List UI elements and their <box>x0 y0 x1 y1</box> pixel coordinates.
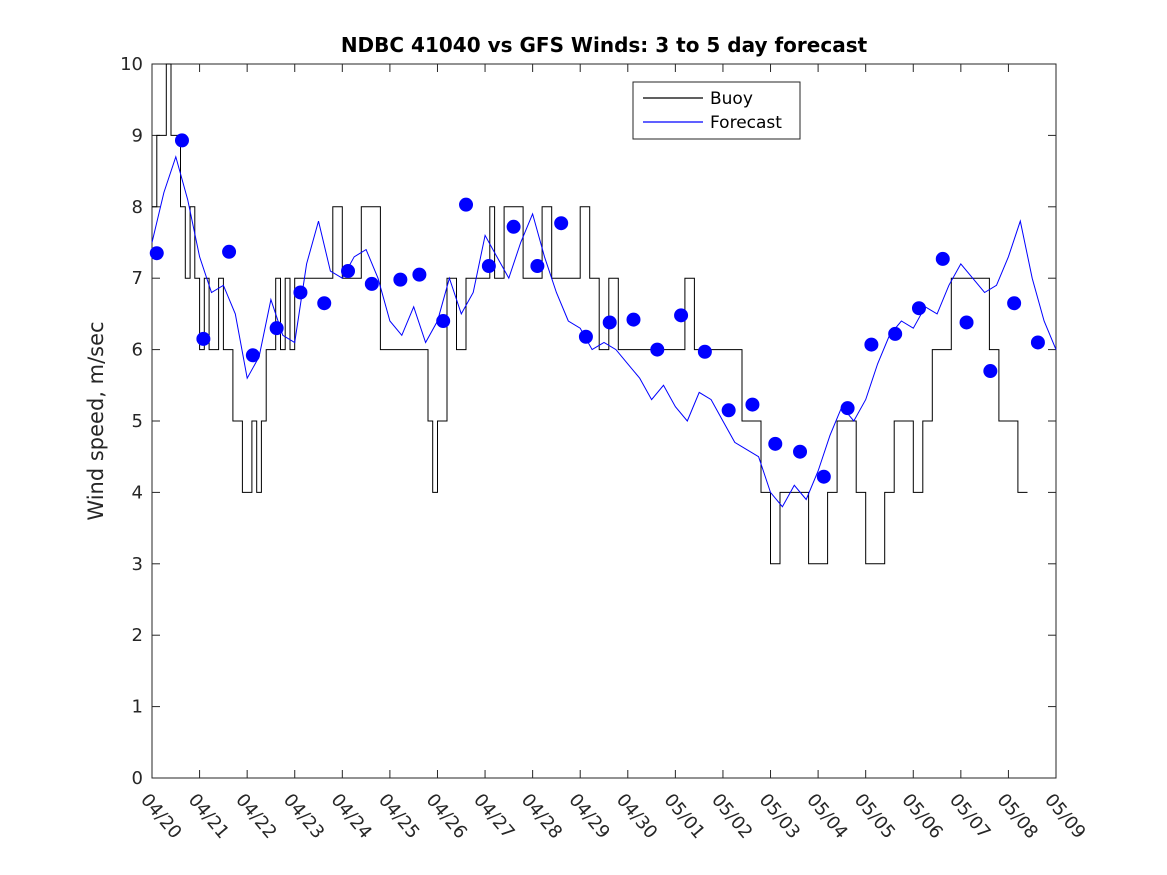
forecast-point <box>959 315 974 330</box>
x-tick-label: 04/20 <box>136 790 185 843</box>
y-tick-label: 8 <box>132 197 143 218</box>
forecast-point <box>293 285 308 300</box>
forecast-point <box>341 264 356 279</box>
buoy-line <box>152 63 1028 565</box>
y-axis-label: Wind speed, m/sec <box>84 321 108 520</box>
forecast-point <box>674 308 689 323</box>
forecast-point <box>530 259 545 274</box>
forecast-point <box>911 301 926 316</box>
x-tick-label: 05/04 <box>802 790 851 843</box>
x-tick-label: 04/27 <box>469 790 518 843</box>
legend-box <box>632 81 801 140</box>
x-tick-label: 05/08 <box>993 790 1042 843</box>
y-tick-label: 3 <box>132 554 143 575</box>
forecast-point <box>1007 296 1022 311</box>
forecast-point <box>245 348 260 363</box>
forecast-point <box>745 397 760 412</box>
y-tick-label: 7 <box>132 268 143 289</box>
forecast-point <box>174 133 189 148</box>
forecast-point <box>983 364 998 379</box>
forecast-point <box>840 401 855 416</box>
forecast-point <box>222 244 237 259</box>
forecast-point <box>602 315 617 330</box>
x-tick-label: 04/24 <box>326 790 375 843</box>
legend-label-forecast: Forecast <box>710 113 782 133</box>
y-tick-label: 5 <box>132 411 143 432</box>
forecast-point <box>554 216 569 231</box>
forecast-point <box>317 296 332 311</box>
y-tick-label: 2 <box>132 625 143 646</box>
forecast-point <box>364 276 379 291</box>
x-tick-label: 05/07 <box>945 790 994 843</box>
forecast-point <box>269 321 284 336</box>
legend-label-buoy: Buoy <box>710 89 753 109</box>
x-tick-label: 04/21 <box>184 790 233 843</box>
x-tick-label: 04/25 <box>374 790 423 843</box>
forecast-point <box>436 314 451 329</box>
chart-title: NDBC 41040 vs GFS Winds: 3 to 5 day fore… <box>341 33 868 57</box>
y-tick-label: 9 <box>132 125 143 146</box>
forecast-point <box>626 312 641 327</box>
x-tick-label: 05/01 <box>660 790 709 843</box>
y-tick-label: 0 <box>132 768 143 789</box>
forecast-point <box>481 259 496 274</box>
forecast-point <box>459 197 474 212</box>
series-layer <box>149 63 1057 565</box>
x-tick-label: 05/02 <box>707 790 756 843</box>
forecast-point <box>816 469 831 484</box>
y-tick-label: 6 <box>132 340 143 361</box>
x-tick-label: 04/23 <box>279 790 328 843</box>
forecast-point <box>1030 335 1045 350</box>
forecast-point <box>412 267 427 282</box>
forecast-point <box>578 329 593 344</box>
x-tick-label: 04/28 <box>517 790 566 843</box>
forecast-point <box>650 342 665 357</box>
forecast-point <box>196 331 211 346</box>
forecast-point <box>888 326 903 341</box>
plot-area <box>151 63 1057 779</box>
x-tick-label: 05/05 <box>850 790 899 843</box>
forecast-point <box>393 272 408 287</box>
x-tick-label: 04/30 <box>612 790 661 843</box>
forecast-point <box>793 444 808 459</box>
y-tick-label: 4 <box>132 482 143 503</box>
x-tick-label: 04/29 <box>564 790 613 843</box>
forecast-point <box>721 403 736 418</box>
forecast-point <box>768 436 783 451</box>
y-tick-label: 10 <box>120 54 143 75</box>
y-axis: 0 1 2 3 4 5 6 7 8 9 10 <box>120 54 1056 789</box>
y-tick-label: 1 <box>132 697 143 718</box>
x-tick-label: 04/22 <box>231 790 280 843</box>
x-tick-label: 05/09 <box>1040 790 1089 843</box>
x-tick-label: 04/26 <box>422 790 471 843</box>
forecast-point <box>935 251 950 266</box>
x-tick-label: 05/06 <box>897 790 946 843</box>
x-tick-label: 05/03 <box>755 790 804 843</box>
forecast-point <box>697 344 712 359</box>
legend: Buoy Forecast <box>632 81 801 140</box>
forecast-point <box>149 246 164 261</box>
forecast-point <box>506 219 521 234</box>
forecast-point <box>864 337 879 352</box>
